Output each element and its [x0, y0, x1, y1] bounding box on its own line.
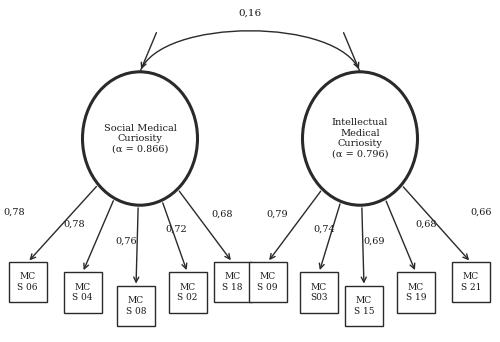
Text: 0,68: 0,68: [415, 220, 437, 228]
FancyBboxPatch shape: [248, 262, 286, 303]
Text: MC
S 18: MC S 18: [222, 273, 243, 292]
Text: 0,72: 0,72: [165, 225, 187, 234]
FancyBboxPatch shape: [168, 272, 206, 313]
Text: 0,68: 0,68: [212, 209, 233, 218]
Text: 0,78: 0,78: [63, 220, 85, 228]
Text: MC
S 04: MC S 04: [72, 283, 93, 302]
Text: 0,78: 0,78: [3, 208, 25, 216]
Text: MC
S 21: MC S 21: [461, 273, 481, 292]
Text: 0,76: 0,76: [115, 237, 137, 246]
FancyBboxPatch shape: [8, 262, 46, 303]
Text: 0,16: 0,16: [238, 9, 262, 17]
Text: MC
S 19: MC S 19: [406, 283, 426, 302]
FancyBboxPatch shape: [300, 272, 338, 313]
Text: MC
S03: MC S03: [310, 283, 328, 302]
Text: MC
S 06: MC S 06: [17, 273, 38, 292]
Text: Social Medical
Curiosity
(α = 0.866): Social Medical Curiosity (α = 0.866): [104, 123, 176, 154]
Text: 0,74: 0,74: [313, 225, 335, 234]
Text: Intellectual
Medical
Curiosity
(α = 0.796): Intellectual Medical Curiosity (α = 0.79…: [332, 118, 388, 159]
Text: 0,69: 0,69: [363, 237, 385, 246]
Ellipse shape: [82, 72, 198, 205]
Text: MC
S 08: MC S 08: [126, 297, 146, 316]
FancyBboxPatch shape: [397, 272, 435, 313]
FancyBboxPatch shape: [214, 262, 252, 303]
FancyBboxPatch shape: [345, 286, 383, 326]
FancyBboxPatch shape: [452, 262, 490, 303]
FancyBboxPatch shape: [117, 286, 155, 326]
Text: 0,66: 0,66: [470, 208, 492, 216]
Text: MC
S 09: MC S 09: [257, 273, 278, 292]
Text: MC
S 15: MC S 15: [354, 297, 374, 316]
Ellipse shape: [302, 72, 418, 205]
Text: MC
S 02: MC S 02: [178, 283, 198, 302]
FancyBboxPatch shape: [64, 272, 102, 313]
Text: 0,79: 0,79: [266, 209, 288, 218]
